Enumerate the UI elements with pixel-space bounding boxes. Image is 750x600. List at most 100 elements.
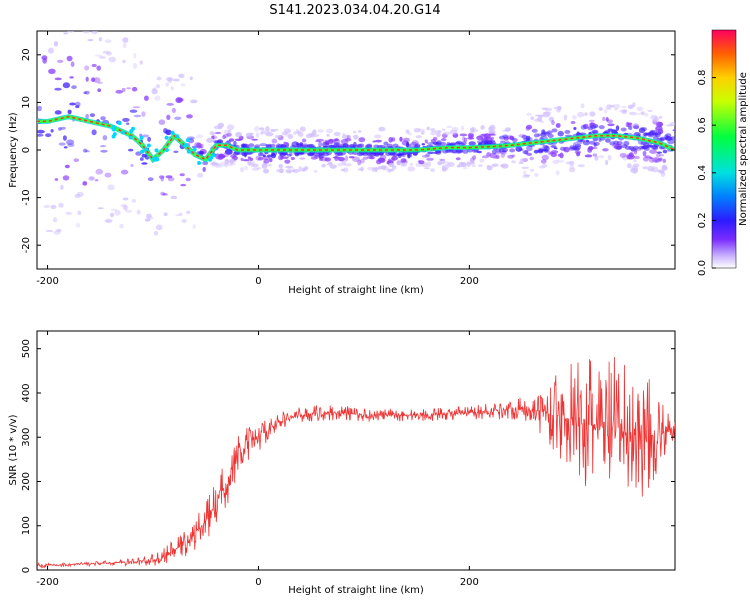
spectrogram-band-blob [302, 143, 309, 148]
spectrogram-blob [186, 210, 191, 214]
spectrogram-blob [90, 31, 98, 35]
spectrogram-band-blob [613, 140, 620, 145]
spectrogram-blob [97, 88, 101, 92]
spectrogram-blob [460, 162, 467, 165]
spectrogram-band-blob [333, 143, 340, 148]
spectrogram-blob [225, 159, 230, 162]
spectrogram-peak-dot [139, 135, 144, 140]
spectrogram-blob [166, 114, 171, 121]
spectrogram-band-blob [652, 146, 659, 151]
spectrogram-blob [570, 121, 576, 124]
spectrogram-blob [274, 134, 282, 139]
spectrogram-peak-dot [154, 156, 159, 161]
spectrogram-blob [424, 167, 430, 170]
spectrogram-blob [147, 177, 154, 182]
spectrogram-blob [669, 121, 675, 126]
spectrogram-blob [266, 164, 273, 167]
spectrogram-peak-dot [146, 143, 151, 148]
spectrogram-blob [133, 53, 137, 59]
spectrogram-blob [326, 133, 330, 137]
spectrogram-blob [131, 199, 136, 203]
spectrogram-blob [582, 140, 590, 146]
spectrogram-blob [85, 76, 89, 82]
spectrogram-blob [594, 155, 599, 161]
spectrogram-blob [147, 136, 152, 142]
spectrogram-blob [632, 163, 640, 168]
spectrogram-band-blob [569, 146, 576, 151]
spectrogram-blob [415, 135, 422, 139]
spectrogram-blob [154, 95, 161, 101]
spectrogram-blob [158, 119, 166, 125]
spectrogram-blob [265, 132, 274, 137]
snr-panel: -200 0 200 0 100 200 300 400 500 Height of strai… [8, 330, 676, 596]
spectrogram-blob [338, 157, 345, 162]
spectrogram-blob [357, 159, 362, 166]
spectrogram-blob [658, 115, 663, 119]
spectrogram-y-axis-label: Frequency (Hz) [8, 112, 19, 188]
spectrogram-blob [59, 16, 66, 21]
snr-y-tick-label: 100 [21, 516, 32, 535]
spectrogram-blob [407, 153, 411, 159]
spectrogram-band-blob [480, 140, 487, 145]
spectrogram-blob [409, 162, 413, 166]
spectrogram-blob [540, 159, 547, 164]
spectrogram-blob [304, 165, 309, 171]
spectrogram-blob [500, 140, 506, 144]
snr-y-tick-label: 200 [21, 472, 32, 491]
spectrogram-blob [455, 157, 461, 161]
spectrogram-blob [322, 140, 329, 146]
spectrogram-band-blob [664, 136, 671, 140]
spectrogram-blob [135, 151, 142, 156]
spectrogram-blob [104, 39, 112, 44]
spectrogram-blob [426, 126, 430, 131]
spectrogram-blob [170, 86, 175, 91]
spectrogram-band-blob [551, 128, 558, 133]
spectrogram-blob [165, 175, 173, 179]
spectrogram-blob [328, 161, 333, 165]
spectrogram-blob [43, 204, 50, 209]
spectrogram-blob [602, 148, 609, 152]
spectrogram-blob [334, 138, 339, 142]
spectrogram-blob [175, 214, 183, 217]
spectrogram-blob [541, 107, 548, 111]
spectrogram-blob [538, 165, 546, 169]
spectrogram-blob [75, 101, 81, 107]
spectrogram-peak-dot [117, 121, 122, 126]
spectrogram-blob [122, 59, 126, 64]
spectrogram-blob [319, 157, 323, 161]
spectrogram-blob [200, 143, 204, 149]
spectrogram-blob [189, 76, 193, 81]
spectrogram-blob [587, 147, 593, 153]
spectrogram-blob [63, 146, 68, 149]
spectrogram-blob [550, 145, 557, 148]
colorbar-gradient [711, 29, 737, 269]
spectrogram-blob [75, 105, 80, 109]
spectrogram-band-blob [435, 142, 442, 147]
spectrogram-blob [218, 165, 222, 168]
spectrogram-blob [224, 129, 229, 134]
spectrogram-blob [642, 150, 647, 157]
spectrogram-blob [592, 153, 597, 157]
spectrogram-blob [551, 120, 555, 126]
spectrogram-blob [371, 166, 376, 173]
spectrogram-blob [413, 128, 421, 133]
spectrogram-blob [383, 141, 389, 146]
spectrogram-blob [259, 143, 268, 147]
spectrogram-band-blob [574, 145, 581, 150]
snr-x-tick-label: -200 [36, 577, 59, 588]
spectrogram-blob [120, 204, 127, 208]
spectrogram-blob [83, 148, 88, 153]
spectrogram-blob [539, 120, 544, 123]
spectrogram-blob [636, 106, 644, 111]
spectrogram-blob [230, 162, 236, 166]
spectrogram-peak-dot [186, 149, 191, 154]
spectrogram-blob [224, 148, 233, 155]
spectrogram-blob [650, 115, 658, 120]
spectrogram-blob [196, 142, 202, 148]
snr-marks [37, 356, 675, 569]
spectrogram-blob [557, 105, 562, 111]
spectrogram-blob [656, 151, 663, 154]
spectrogram-band-blob [531, 128, 538, 133]
spectrogram-blob [362, 156, 369, 160]
spectrogram-blob [625, 121, 630, 128]
